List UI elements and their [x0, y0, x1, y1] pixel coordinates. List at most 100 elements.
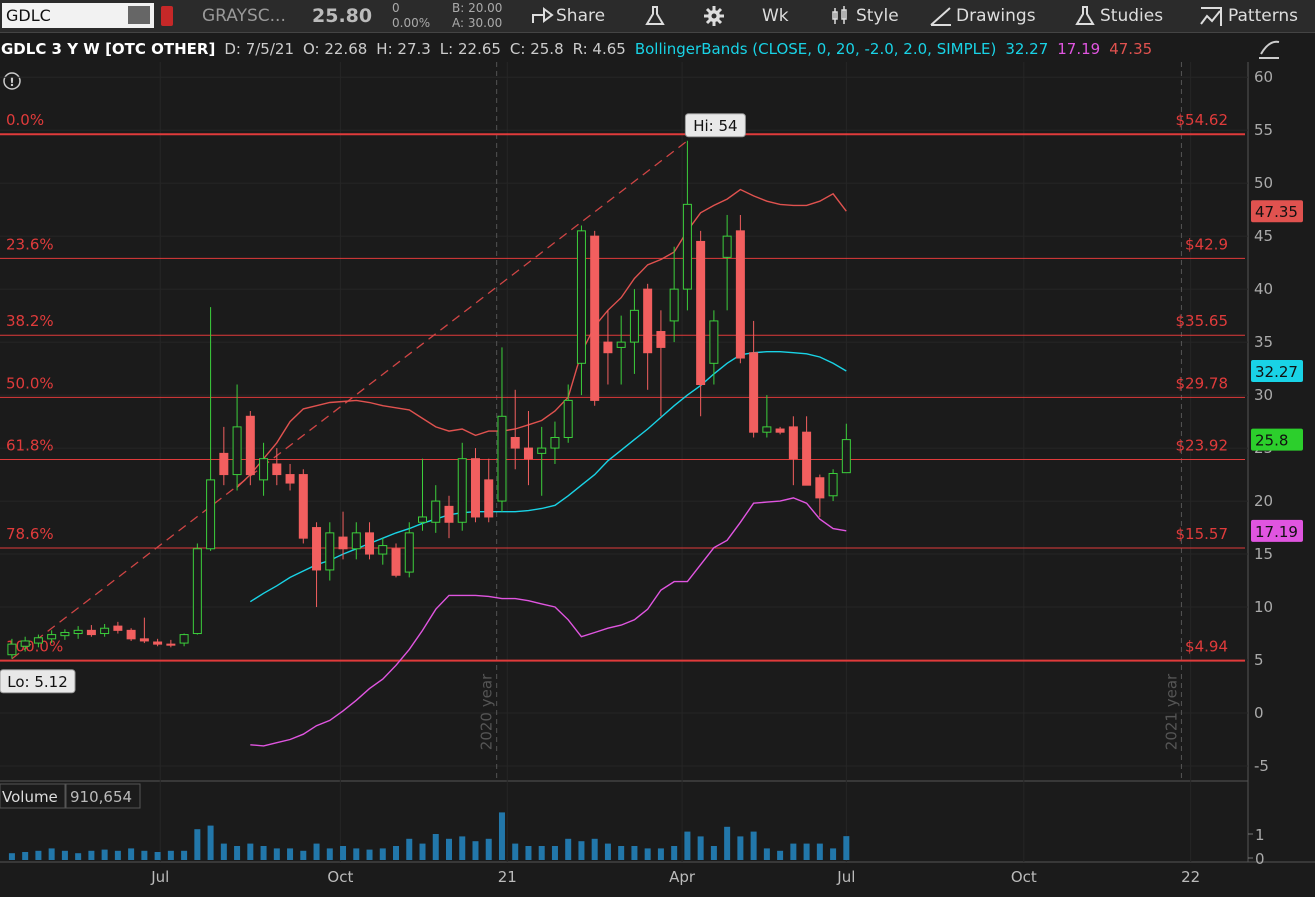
lab-button[interactable]: [643, 0, 667, 32]
candle-body: [735, 230, 745, 359]
volume-bar: [88, 850, 95, 860]
volume-bar: [101, 849, 108, 860]
volume-bar: [777, 850, 784, 860]
volume-bar: [234, 846, 241, 860]
patterns-button[interactable]: Patterns: [1198, 0, 1298, 32]
aggregation-button[interactable]: Wk: [762, 0, 789, 32]
volume-bar: [512, 843, 519, 860]
settings-button[interactable]: [702, 0, 726, 32]
candle-body: [206, 479, 216, 550]
candle-body: [338, 536, 348, 550]
volume-bar: [8, 853, 15, 860]
button-label: Share: [556, 6, 606, 26]
volume-bar: [790, 843, 797, 860]
volume-bar: [551, 846, 558, 860]
fib-price-label: $42.9: [1185, 235, 1228, 253]
volume-bar: [154, 852, 161, 860]
volume-bar: [525, 846, 532, 860]
chart-settings-icon[interactable]: [1259, 40, 1280, 59]
fib-price-label: $4.94: [1185, 638, 1228, 656]
volume-bar: [432, 834, 439, 860]
volume-bar: [35, 850, 42, 860]
volume-bar: [260, 846, 267, 860]
study-value: 47.35: [1109, 40, 1153, 58]
volume-bar: [379, 848, 386, 860]
volume-bar: [61, 850, 68, 860]
price-badge: [1251, 428, 1303, 451]
volume-tick-label: 0: [1255, 850, 1265, 868]
candle-body: [100, 627, 110, 635]
candle-body: [325, 532, 335, 571]
volume-bar: [750, 831, 757, 860]
candle-body: [576, 230, 586, 364]
symbol-dropdown[interactable]: [128, 6, 150, 24]
fib-price-label: $35.65: [1176, 312, 1229, 330]
fib-pct-label: 38.2%: [6, 312, 54, 330]
ask: A: 30.00: [452, 16, 503, 30]
volume-bar: [538, 846, 545, 860]
drawings-button[interactable]: Drawings: [928, 0, 1036, 32]
volume-bar: [631, 846, 638, 860]
volume-bar: [114, 850, 121, 860]
gear-icon: [704, 6, 724, 26]
y-tick-label: 0: [1254, 704, 1264, 722]
volume-bar: [671, 846, 678, 860]
change-box: 0 0.00%: [392, 1, 430, 31]
candle-body: [272, 463, 282, 476]
volume-bar: [618, 846, 625, 860]
volume-label-box: [0, 783, 66, 809]
bollinger-band: [249, 351, 847, 603]
fib-pct-label: 0.0%: [6, 111, 44, 129]
study-name: BollingerBands (CLOSE, 0, 20, -2.0, 2.0,…: [634, 40, 997, 58]
candle-body: [550, 436, 560, 449]
y-tick-label: 15: [1254, 545, 1273, 563]
volume-bar: [724, 826, 731, 860]
share-icon: [532, 7, 554, 23]
alert-icon[interactable]: [3, 72, 21, 90]
bollinger-band: [236, 188, 847, 488]
symbol-input[interactable]: GDLC: [2, 3, 154, 28]
candle-body: [669, 288, 679, 322]
fib-pct-label: 100.0%: [6, 638, 63, 656]
volume-bar: [498, 812, 505, 860]
volume-bar: [737, 836, 744, 860]
price-badge-label: 32.27: [1255, 363, 1298, 381]
chart-bg: [0, 33, 1315, 897]
button-label: Patterns: [1228, 6, 1299, 26]
style-button[interactable]: Style: [828, 0, 899, 32]
price-bubble-label: Hi: 54: [693, 117, 737, 135]
volume-bar: [393, 846, 400, 860]
price-bubble-label: Lo: 5.12: [7, 673, 68, 691]
candle-body: [590, 235, 600, 401]
x-tick-label: 21: [498, 868, 517, 886]
fib-pct-label: 50.0%: [6, 374, 54, 392]
candle-body: [219, 452, 229, 476]
share-button[interactable]: Share: [530, 0, 605, 32]
candle-body: [73, 629, 83, 635]
year-marker-label: 2021 year: [1162, 673, 1180, 750]
y-tick-label: 50: [1254, 174, 1273, 192]
candle-body: [285, 474, 295, 484]
y-tick-label: 35: [1254, 333, 1273, 351]
candle-body: [656, 331, 666, 348]
study-value: 32.27: [1005, 40, 1049, 58]
button-label: Drawings: [956, 6, 1036, 26]
candle-body: [682, 203, 692, 290]
change-pct: 0.00%: [392, 16, 431, 30]
candle-body: [444, 505, 454, 523]
volume-bar: [207, 825, 214, 860]
candle-body: [749, 352, 759, 433]
candle-body: [404, 532, 414, 573]
y-tick-label: 20: [1254, 492, 1273, 510]
price-badge: [1251, 360, 1303, 383]
year-marker-label: 2020 year: [478, 673, 496, 750]
fib-pct-label: 23.6%: [6, 235, 54, 253]
volume-bar: [247, 843, 254, 860]
volume-bar: [141, 850, 148, 860]
volume-bar: [803, 843, 810, 860]
candle-body: [788, 426, 798, 460]
volume-bar: [684, 831, 691, 860]
studies-button[interactable]: Studies: [1072, 0, 1163, 32]
volume-bar: [406, 838, 413, 860]
